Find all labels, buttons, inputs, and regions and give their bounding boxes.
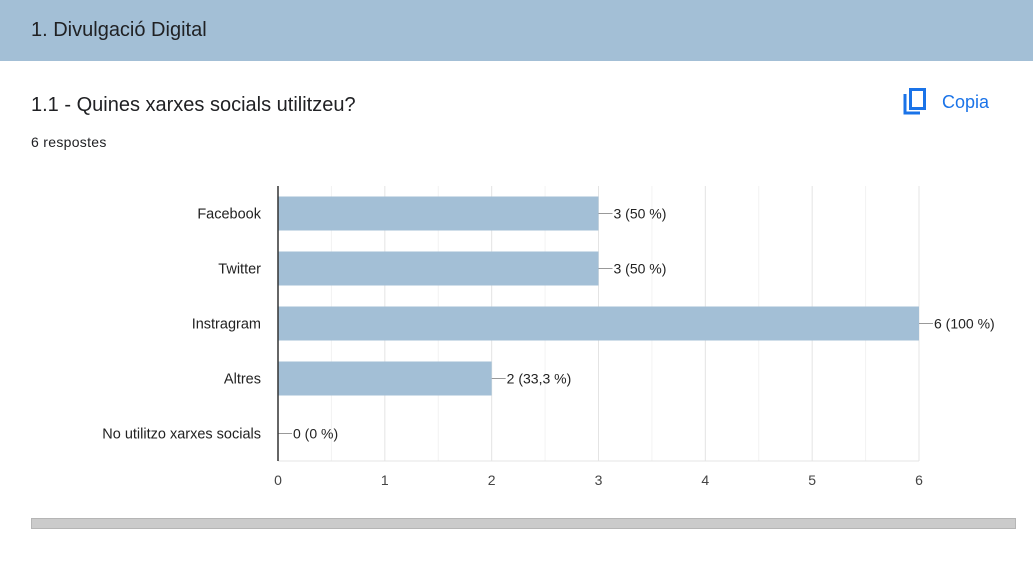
bar-chart: 0 1 2 3 4 5 6 Facebook 3 (50 %) Twitter 3 (50 %) In…: [102, 186, 995, 488]
copy-button[interactable]: Copia: [903, 88, 989, 116]
bar: [278, 361, 492, 396]
question-title: 1.1 - Quines xarxes socials utilitzeu?: [31, 94, 356, 116]
x-tick-label: 5: [808, 472, 816, 488]
x-tick-label: 0: [274, 472, 282, 488]
data-label: 3 (50 %): [614, 261, 667, 277]
x-tick-label: 4: [701, 472, 709, 488]
category-label: No utilitzo xarxes socials: [102, 427, 261, 443]
category-label: Facebook: [197, 207, 261, 223]
x-tick-label: 2: [488, 472, 496, 488]
bar: [278, 196, 599, 231]
response-count: 6 respostes: [31, 134, 107, 150]
horizontal-scrollbar[interactable]: [31, 518, 1016, 529]
data-label: 3 (50 %): [614, 206, 667, 222]
x-tick-label: 6: [915, 472, 923, 488]
x-tick-label: 3: [595, 472, 603, 488]
section-title: 1. Divulgació Digital: [31, 19, 207, 41]
section-header: 1. Divulgació Digital: [0, 0, 1033, 61]
bar: [278, 251, 599, 286]
bar: [278, 306, 919, 341]
category-label: Altres: [224, 372, 261, 388]
x-tick-label: 1: [381, 472, 389, 488]
copy-icon: [903, 88, 926, 115]
data-label: 2 (33,3 %): [507, 371, 572, 387]
category-label: Twitter: [218, 262, 261, 278]
copy-label: Copia: [942, 91, 990, 112]
data-label: 6 (100 %): [934, 316, 995, 332]
category-label: Instragram: [192, 317, 261, 333]
data-label: 0 (0 %): [293, 426, 338, 442]
